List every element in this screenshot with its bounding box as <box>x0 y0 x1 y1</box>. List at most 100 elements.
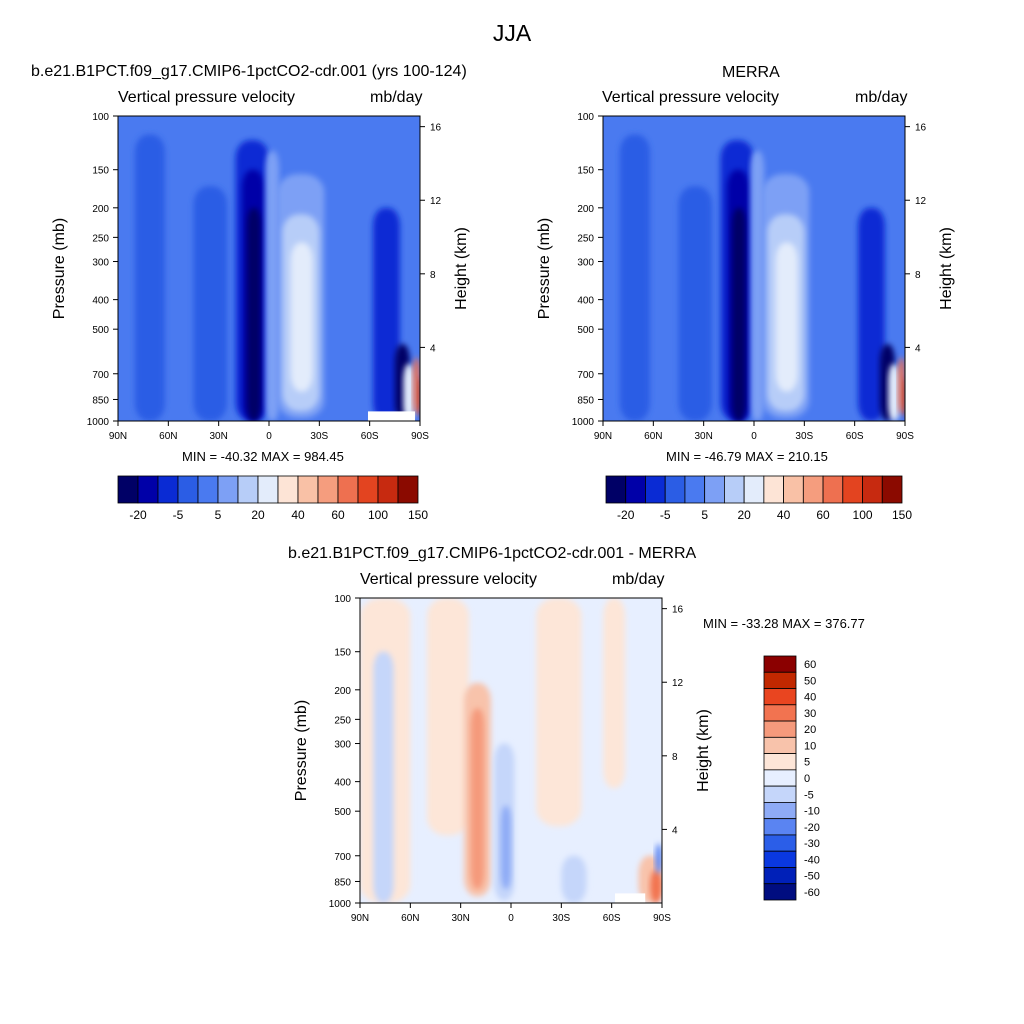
colorbar-swatch <box>397 475 419 504</box>
y-tick-label: 200 <box>577 204 594 215</box>
field-band <box>902 377 905 417</box>
field-band <box>655 843 662 874</box>
y2-tick-label: 4 <box>915 343 921 354</box>
field-band <box>603 598 626 789</box>
colorbar-swatch <box>763 688 797 706</box>
y-tick-label: 150 <box>92 166 109 177</box>
y-tick-label: 100 <box>334 594 351 605</box>
colorbar-label: -20 <box>617 508 635 522</box>
field-band <box>732 207 746 421</box>
y-tick-label: 1000 <box>572 417 595 428</box>
y-tick-label: 700 <box>334 852 351 863</box>
colorbar-label: 150 <box>408 508 428 522</box>
diff-panel-title: b.e21.B1PCT.f09_g17.CMIP6-1pctCO2-cdr.00… <box>288 545 697 562</box>
obs-left-label: Vertical pressure velocity <box>602 89 779 106</box>
y-tick-label: 700 <box>577 370 594 381</box>
field-band <box>750 150 765 421</box>
y2-tick-label: 12 <box>915 196 927 207</box>
colorbar-swatch <box>177 475 199 504</box>
colorbar-swatch <box>763 753 797 771</box>
field-band <box>265 150 280 421</box>
colorbar-swatch <box>881 475 903 504</box>
y-tick-label: 850 <box>92 395 109 406</box>
x-tick-label: 0 <box>751 431 757 442</box>
field-band <box>373 651 394 903</box>
colorbar-swatch <box>842 475 863 504</box>
field-band <box>247 207 261 421</box>
y-tick-label: 700 <box>92 370 109 381</box>
colorbar-swatch <box>357 475 379 504</box>
y-axis-label: Pressure (mb) <box>293 700 310 801</box>
x-tick-label: 90N <box>351 913 369 924</box>
y-tick-label: 300 <box>334 740 351 751</box>
colorbar-swatch <box>763 769 797 787</box>
field-band <box>858 207 885 421</box>
colorbar-swatch <box>763 475 784 504</box>
colorbar-swatch <box>217 475 239 504</box>
x-tick-label: 30N <box>451 913 469 924</box>
field-band <box>134 134 165 421</box>
x-tick-label: 90N <box>109 431 127 442</box>
colorbar-label: 20 <box>804 724 816 736</box>
colorbar-swatch <box>763 818 797 836</box>
y-tick-label: 400 <box>577 296 594 307</box>
colorbar-swatch <box>763 736 797 754</box>
x-tick-label: 90S <box>653 913 671 924</box>
y2-tick-label: 16 <box>430 123 442 134</box>
colorbar-swatch <box>862 475 883 504</box>
colorbar-swatch <box>763 834 797 852</box>
colorbar-swatch <box>664 475 686 504</box>
x-tick-label: 0 <box>266 431 272 442</box>
x-tick-label: 30S <box>310 431 328 442</box>
y-axis-label: Pressure (mb) <box>536 218 553 319</box>
colorbar-swatch <box>763 883 797 901</box>
field-band <box>888 363 900 421</box>
y-tick-label: 300 <box>92 258 109 269</box>
y-axis-label: Pressure (mb) <box>51 218 68 319</box>
diff-min-max: MIN = -33.28 MAX = 376.77 <box>703 616 865 631</box>
x-tick-label: 60S <box>361 431 379 442</box>
x-tick-label: 30S <box>552 913 570 924</box>
field-band <box>650 870 662 903</box>
field-band <box>403 363 415 421</box>
y-tick-label: 500 <box>577 325 594 336</box>
y2-tick-label: 8 <box>915 270 921 281</box>
colorbar-label: -20 <box>129 508 147 522</box>
y2-tick-label: 4 <box>672 825 678 836</box>
colorbar-label: 10 <box>804 740 816 752</box>
field-band <box>470 708 485 890</box>
colorbar-label: 100 <box>368 508 388 522</box>
colorbar-swatch <box>783 475 804 504</box>
field-band <box>500 805 511 890</box>
colorbar-swatch <box>763 802 797 820</box>
colorbar-swatch <box>137 475 159 504</box>
x-tick-label: 60N <box>159 431 177 442</box>
colorbar-label: 60 <box>804 659 816 671</box>
missing-data-mask <box>615 893 646 903</box>
y-tick-label: 250 <box>334 715 351 726</box>
colorbar-label: 60 <box>816 508 830 522</box>
colorbar-swatch <box>763 655 797 673</box>
y2-tick-label: 12 <box>672 678 684 689</box>
colorbar-swatch <box>763 867 797 885</box>
field-band <box>775 242 798 392</box>
colorbar-label: 20 <box>737 508 751 522</box>
field-band <box>678 186 713 421</box>
y-tick-label: 150 <box>334 648 351 659</box>
x-tick-label: 60N <box>401 913 419 924</box>
y-tick-label: 150 <box>577 166 594 177</box>
colorbar-swatch <box>337 475 359 504</box>
y-tick-label: 1000 <box>87 417 110 428</box>
field-band <box>373 207 400 421</box>
colorbar-swatch <box>763 785 797 803</box>
y2-axis-label: Height (km) <box>695 709 712 792</box>
field-band <box>427 598 470 836</box>
y2-tick-label: 8 <box>430 270 436 281</box>
colorbar-label: 5 <box>804 757 810 769</box>
x-tick-label: 90N <box>594 431 612 442</box>
y2-tick-label: 16 <box>915 123 927 134</box>
model-min-max: MIN = -40.32 MAX = 984.45 <box>182 449 344 464</box>
y-tick-label: 400 <box>334 778 351 789</box>
colorbar-swatch <box>743 475 765 504</box>
y2-tick-label: 16 <box>672 605 684 616</box>
